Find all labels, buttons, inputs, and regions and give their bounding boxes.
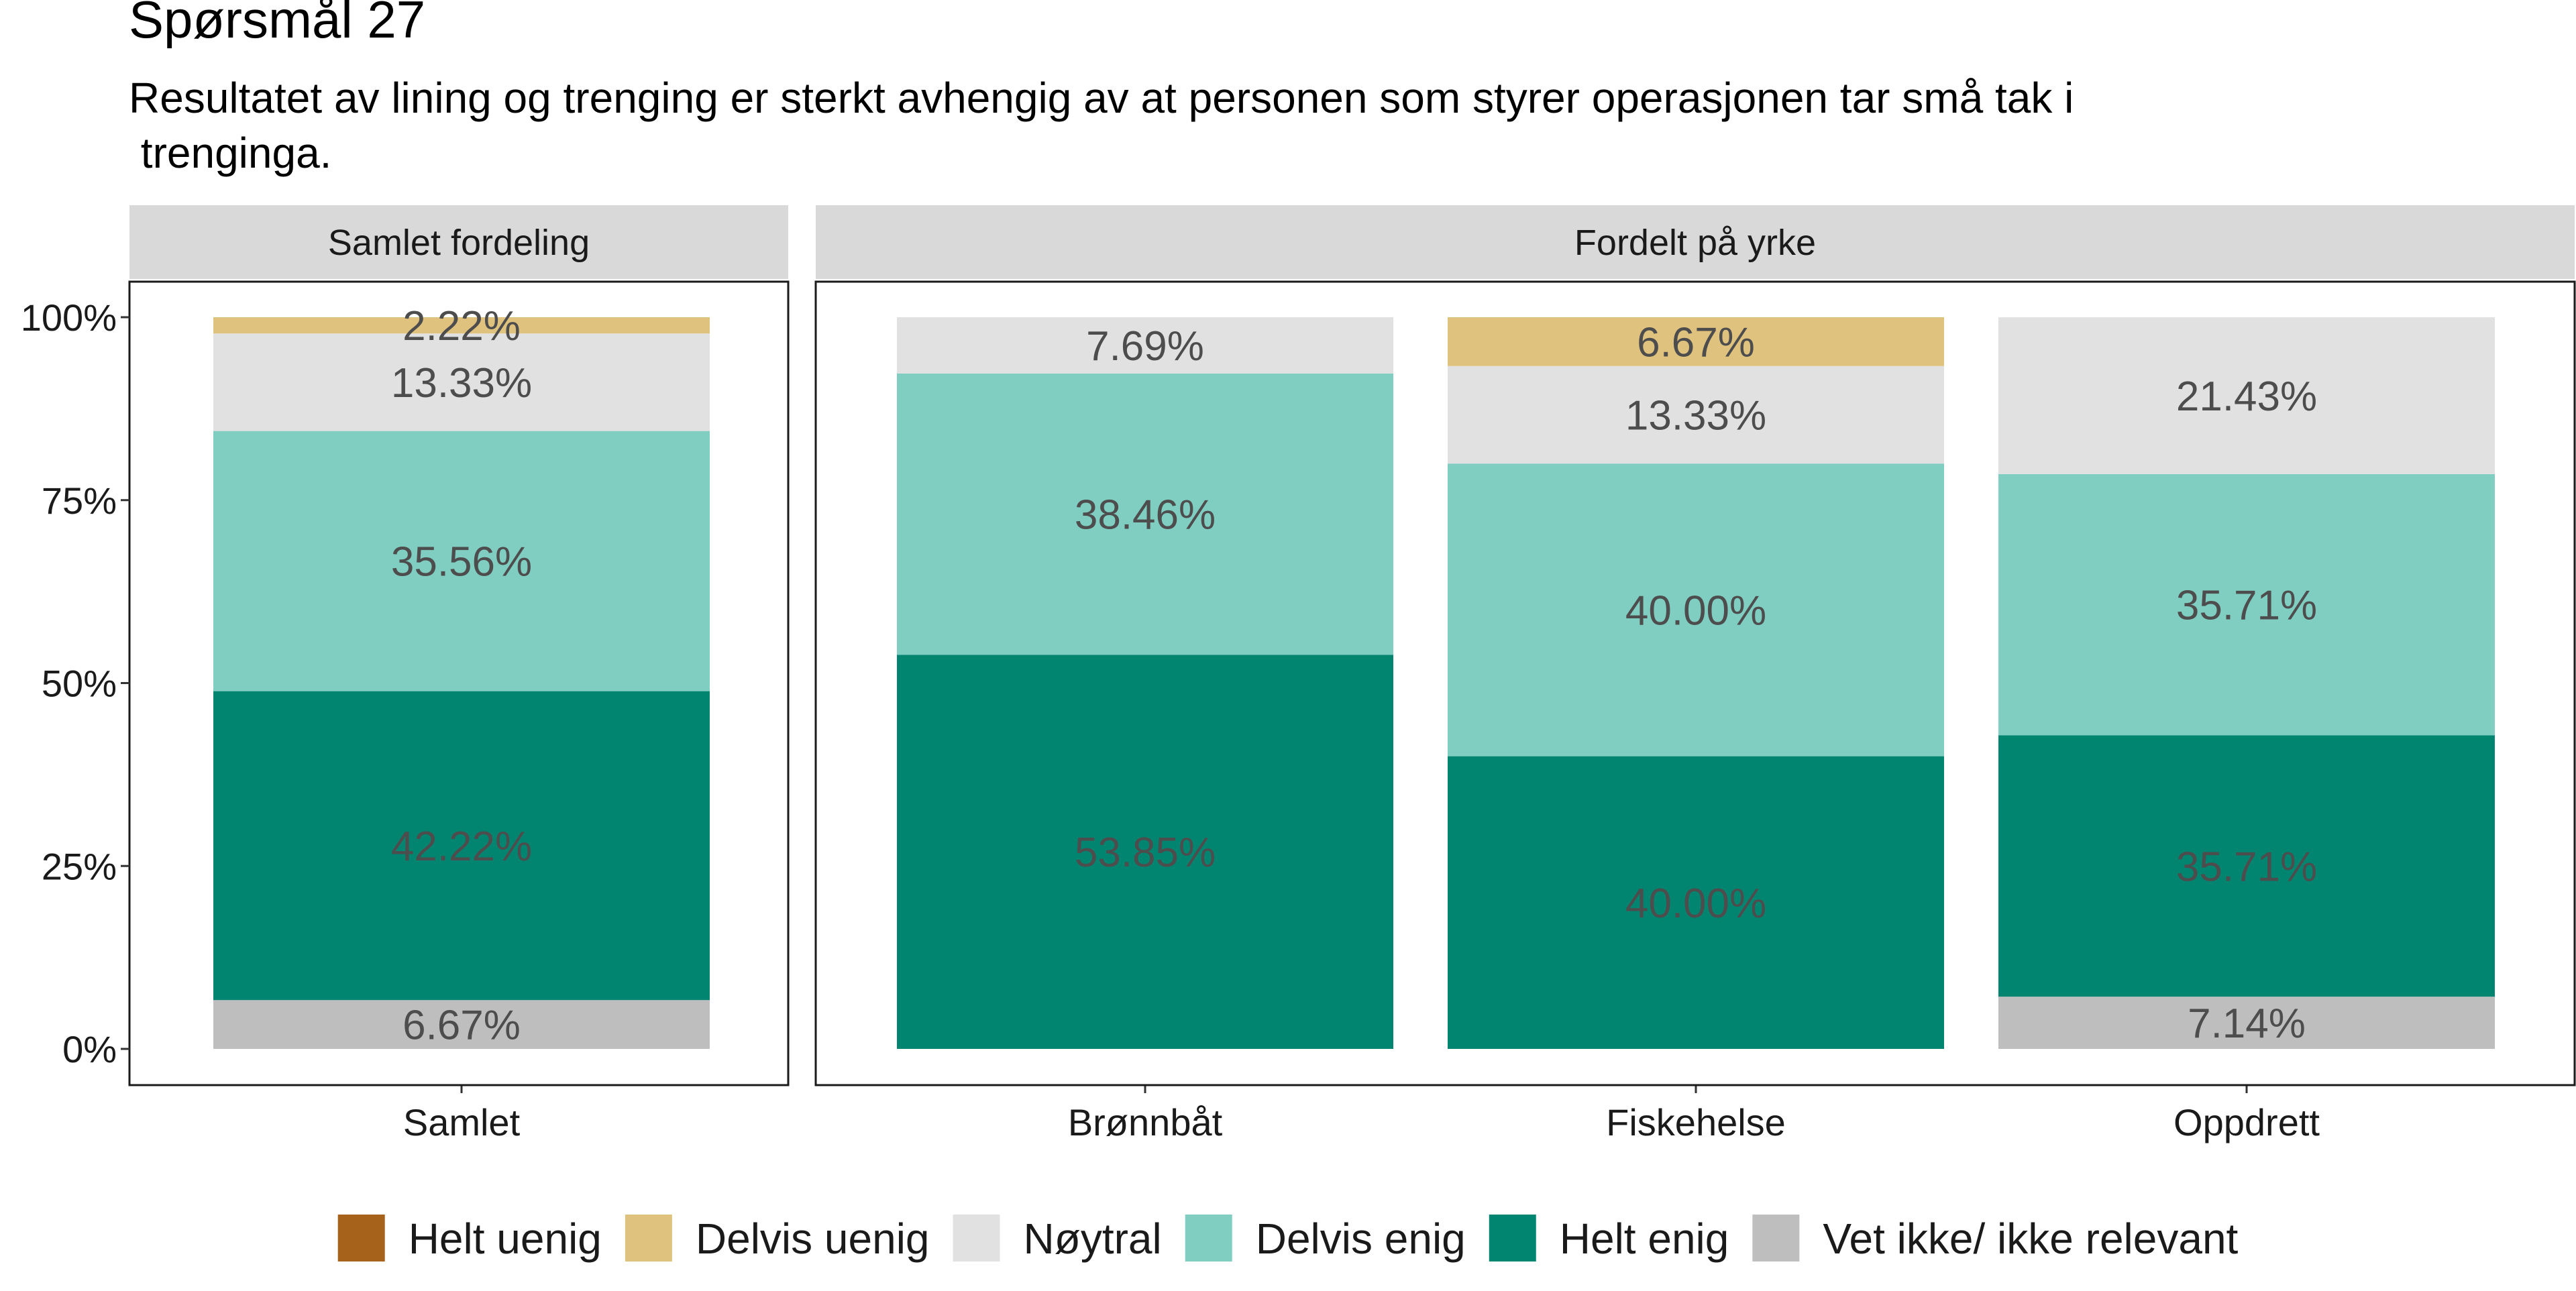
legend-item-noytral: Nøytral [953, 1215, 1162, 1263]
legend: Helt uenig Delvis uenig Nøytral Delvis enig… [337, 1215, 2239, 1263]
y-tick-label: 100% [21, 296, 117, 339]
y-tick-label: 25% [42, 845, 117, 887]
legend-label: Helt enig [1560, 1215, 1729, 1263]
y-tick-label: 50% [42, 663, 117, 705]
data-label: 6.67% [1637, 319, 1755, 366]
x-tick-label: Fiskehelse [1606, 1101, 1786, 1143]
data-label: 38.46% [1075, 492, 1216, 539]
y-tick-label: 75% [42, 480, 117, 522]
data-label: 53.85% [1075, 830, 1216, 876]
data-label: 7.14% [2188, 1001, 2306, 1047]
bar-segment-vet-ikke-ikke-relevant [1998, 997, 2495, 1049]
bar-segment-helt-enig [213, 691, 710, 1001]
data-label: 40.00% [1625, 881, 1766, 927]
data-label: 35.71% [2176, 844, 2317, 890]
legend-key [1489, 1215, 1536, 1261]
legend-key [953, 1215, 1000, 1261]
legend-item-delvis-enig: Delvis enig [1185, 1215, 1466, 1263]
bar-segment-delvis-uenig [213, 317, 710, 334]
bar-segment-delvis-enig [1448, 463, 1944, 756]
x-tick-label: Samlet [403, 1101, 521, 1143]
x-tick-label: Oppdrett [2174, 1101, 2320, 1143]
bar-segment-vet-ikke-ikke-relevant [213, 1000, 710, 1049]
chart-subtitle-line-2: trenginga. [129, 129, 331, 177]
bar-segment-noytral [1448, 366, 1944, 464]
data-label: 2.22% [402, 303, 521, 349]
data-label: 40.00% [1625, 587, 1766, 634]
panel-strip-label: Fordelt på yrke [1574, 223, 1816, 263]
data-label: 35.71% [2176, 583, 2317, 629]
legend-item-helt-uenig: Helt uenig [337, 1215, 602, 1263]
data-label: 42.22% [391, 824, 532, 870]
legend-item-vet-ikke-ikke-relevant: Vet ikke/ ikke relevant [1752, 1215, 2239, 1263]
bar-samlet: 6.67% 42.22% 35.56% 13.33% 2.22% [213, 303, 710, 1049]
legend-label: Nøytral [1024, 1215, 1162, 1263]
legend-label: Helt uenig [409, 1215, 602, 1263]
bar-segment-delvis-enig [213, 431, 710, 691]
x-tick-label: Brønnbåt [1068, 1101, 1223, 1143]
legend-key [1185, 1215, 1232, 1261]
legend-item-delvis-uenig: Delvis uenig [625, 1215, 930, 1263]
legend-key [625, 1215, 672, 1261]
panel-border [814, 280, 2576, 1086]
legend-key [337, 1215, 385, 1261]
data-label: 6.67% [402, 1003, 521, 1049]
panel-strip-label: Samlet fordeling [328, 223, 590, 263]
bar-bronnbat: 53.85% 38.46% 7.69% [897, 317, 1393, 1049]
panel-strip [816, 205, 2575, 279]
bar-segment-delvis-enig [897, 373, 1393, 655]
bar-fiskehelse: 40.00% 40.00% 13.33% 6.67% [1448, 317, 1944, 1049]
data-label: 21.43% [2176, 374, 2317, 420]
legend-key [1752, 1215, 1800, 1261]
legend-label: Delvis enig [1256, 1215, 1466, 1263]
panels-layer: Samlet fordeling 6.67% 42.22% 35.56% 13.33% 2… [128, 205, 2576, 1143]
bar-segment-delvis-uenig [1448, 317, 1944, 366]
panel-samlet-fordeling: Samlet fordeling 6.67% 42.22% 35.56% 13.33% 2… [128, 205, 790, 1143]
data-label: 13.33% [391, 360, 532, 406]
panel-strip [129, 205, 788, 279]
bar-segment-helt-enig [1998, 735, 2495, 997]
chart-subtitle-line-1: Resultatet av lining og trenging er ster… [129, 74, 2074, 122]
data-label: 35.56% [391, 539, 532, 585]
bar-segment-noytral [897, 317, 1393, 374]
bar-segment-helt-enig [1448, 756, 1944, 1049]
y-axis: 0% 25% 50% 75% 100% [21, 296, 129, 1070]
bar-segment-delvis-enig [1998, 473, 2495, 736]
data-label: 7.69% [1086, 323, 1204, 370]
panel-fordelt-pa-yrke: Fordelt på yrke 53.85% 38.46% 7.69% Brønnbåt… [814, 205, 2576, 1143]
legend-item-helt-enig: Helt enig [1489, 1215, 1729, 1263]
chart-title: Spørsmål 27 [129, 0, 425, 49]
bar-segment-noytral [213, 333, 710, 431]
bar-segment-noytral [1998, 317, 2495, 474]
bar-oppdrett: 7.14% 35.71% 35.71% 21.43% [1998, 317, 2495, 1049]
legend-label: Delvis uenig [696, 1215, 930, 1263]
bar-segment-helt-enig [897, 655, 1393, 1049]
legend-label: Vet ikke/ ikke relevant [1823, 1215, 2238, 1263]
y-tick-label: 0% [62, 1028, 117, 1070]
data-label: 13.33% [1625, 392, 1766, 439]
